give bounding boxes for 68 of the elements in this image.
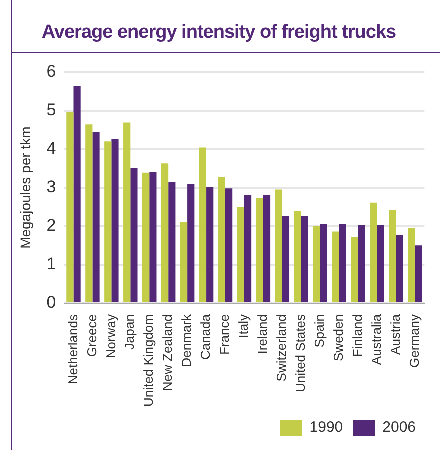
bar (275, 190, 282, 302)
bar (150, 172, 157, 302)
x-tick-label: France (217, 314, 232, 355)
legend-label: 2006 (382, 419, 416, 436)
bar (396, 235, 404, 302)
y-tick-label: 5 (46, 100, 56, 120)
bar (263, 195, 271, 302)
x-tick-label: Netherlands (65, 314, 80, 385)
x-tick-label: Ireland (255, 314, 270, 354)
bar (66, 112, 74, 302)
bar (351, 237, 358, 302)
bar (199, 148, 207, 302)
bar (206, 187, 214, 302)
y-tick-label: 1 (46, 254, 56, 274)
bar (161, 164, 169, 302)
bar (168, 182, 176, 302)
chart-title: Average energy intensity of freight trucks (40, 22, 398, 44)
x-tick-label: Norway (103, 314, 118, 359)
y-tick-label: 0 (46, 293, 56, 312)
bar (256, 198, 264, 302)
x-tick-label: United States (292, 314, 308, 393)
x-tick-label: Austria (388, 314, 403, 355)
x-tick-label: Finland (350, 314, 365, 358)
bar (358, 225, 366, 302)
x-tick-label: United Kingdom (141, 314, 156, 407)
bar (130, 168, 138, 302)
bar (313, 226, 320, 302)
x-tick-label: Spain (312, 314, 327, 348)
legend-label: 1990 (310, 419, 344, 436)
bar (225, 188, 233, 302)
y-tick-label: 3 (46, 178, 56, 197)
bar (104, 142, 112, 302)
bar (415, 246, 422, 302)
x-tick-label: Italy (236, 314, 252, 338)
bar (124, 122, 131, 302)
bar (370, 202, 378, 302)
bar (188, 184, 195, 302)
bar (244, 195, 252, 302)
bar (282, 216, 290, 302)
bar (74, 86, 81, 302)
bar (294, 210, 302, 302)
x-tick-label: Greece (84, 314, 100, 358)
bar (237, 208, 244, 302)
x-tick-label: Sweden (330, 314, 346, 362)
bar (218, 177, 226, 302)
bar (332, 232, 340, 302)
y-tick-label: 2 (46, 216, 56, 236)
bar (112, 139, 119, 302)
x-tick-label: Japan (122, 314, 138, 350)
bar (320, 224, 328, 302)
x-tick-label: Denmark (179, 314, 194, 368)
y-tick-label: 4 (46, 138, 56, 158)
x-tick-label: New Zealand (160, 314, 176, 392)
bar (301, 216, 308, 302)
y-tick-label: 6 (46, 62, 56, 81)
x-tick-label: Germany (406, 314, 422, 368)
bar (377, 225, 384, 302)
bar (408, 228, 416, 302)
bar (339, 224, 346, 302)
x-tick-label: Switzerland (274, 314, 289, 382)
y-axis-title: Megajoules per tkm (17, 126, 34, 249)
bar (142, 172, 150, 302)
bar (86, 124, 93, 302)
x-tick-label: Australia (368, 314, 384, 366)
bar (180, 222, 188, 302)
bar (389, 210, 396, 302)
bar (92, 132, 100, 302)
x-tick-label: Canada (198, 314, 214, 360)
